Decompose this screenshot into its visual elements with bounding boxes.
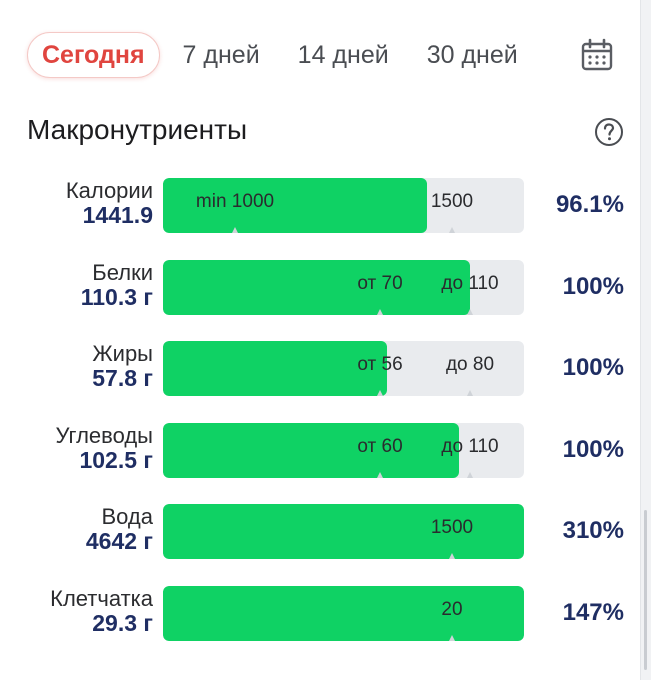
nutrient-row: Калории 1441.9 min 1000 1500 96.1% bbox=[0, 178, 641, 234]
help-circle-icon[interactable] bbox=[594, 117, 624, 147]
threshold-tick bbox=[232, 227, 238, 233]
threshold-label: до 110 bbox=[441, 435, 499, 457]
threshold-label: до 80 bbox=[445, 354, 495, 375]
tab-7-days[interactable]: 7 дней bbox=[182, 40, 260, 69]
nutrient-percent: 100% bbox=[562, 354, 624, 381]
threshold-label: от 60 bbox=[357, 435, 403, 457]
threshold-tick bbox=[377, 308, 383, 315]
threshold-tick bbox=[449, 227, 455, 233]
nutrient-row: Клетчатка 29.3 г 20 147% bbox=[0, 585, 641, 642]
nutrient-value: 4642 г bbox=[85, 528, 153, 554]
threshold-tick bbox=[449, 634, 455, 641]
threshold-tick bbox=[449, 553, 455, 559]
progress-bar: 1500 bbox=[163, 504, 524, 559]
threshold-label: 1500 bbox=[430, 517, 474, 538]
nutrient-label: Клетчатка bbox=[50, 585, 153, 611]
progress-bar: от 60 до 110 bbox=[163, 422, 524, 478]
nutrient-row: Белки 110.3 г от 70 до 110 100% bbox=[0, 259, 641, 316]
nutrient-label: Углеводы bbox=[55, 422, 153, 448]
threshold-label: 20 bbox=[441, 598, 463, 620]
threshold-tick bbox=[467, 390, 473, 396]
progress-bar: от 70 до 110 bbox=[163, 259, 524, 315]
nutrient-row: Углеводы 102.5 г от 60 до 110 100% bbox=[0, 422, 641, 479]
nutrient-label: Жиры bbox=[92, 341, 153, 366]
scroll-indicator bbox=[644, 510, 647, 670]
progress-bar: от 56 до 80 bbox=[163, 341, 524, 396]
progress-fill bbox=[163, 259, 470, 315]
progress-bar: 20 bbox=[163, 585, 524, 641]
progress-fill bbox=[163, 422, 459, 478]
progress-bar: min 1000 1500 bbox=[163, 178, 524, 233]
threshold-label: от 70 bbox=[357, 272, 403, 294]
threshold-tick bbox=[377, 471, 383, 478]
tab-today[interactable]: Сегодня bbox=[27, 32, 160, 78]
nutrient-value: 110.3 г bbox=[80, 283, 153, 310]
progress-fill bbox=[163, 178, 427, 233]
threshold-label: 1500 bbox=[430, 191, 474, 212]
section-title: Макронутриенты bbox=[27, 114, 248, 145]
nutrient-label: Вода bbox=[101, 504, 154, 529]
nutrient-percent: 310% bbox=[562, 517, 624, 544]
threshold-label: от 56 bbox=[357, 354, 403, 375]
tab-30-days[interactable]: 30 дней bbox=[426, 40, 518, 69]
progress-fill bbox=[163, 341, 387, 396]
nutrient-value: 102.5 г bbox=[79, 446, 153, 473]
progress-fill bbox=[163, 585, 524, 641]
nutrient-label: Белки bbox=[92, 259, 153, 285]
calendar-icon[interactable] bbox=[580, 38, 614, 72]
nutrient-value: 29.3 г bbox=[92, 609, 153, 636]
nutrient-row: Вода 4642 г 1500 310% bbox=[0, 504, 641, 560]
nutrient-percent: 100% bbox=[562, 435, 624, 463]
nutrient-value: 1441.9 bbox=[82, 202, 153, 228]
threshold-label: до 110 bbox=[441, 272, 499, 294]
nutrient-percent: 96.1% bbox=[555, 191, 624, 218]
threshold-tick bbox=[377, 390, 383, 396]
threshold-label: min 1000 bbox=[195, 191, 275, 212]
period-tabs: Сегодня 7 дней 14 дней 30 дней bbox=[27, 32, 620, 78]
nutrient-percent: 100% bbox=[562, 272, 624, 300]
nutrient-percent: 147% bbox=[562, 598, 624, 626]
threshold-tick bbox=[467, 308, 473, 315]
nutrient-value: 57.8 г bbox=[92, 365, 153, 391]
nutrient-label: Калории bbox=[65, 178, 153, 203]
nutrient-row: Жиры 57.8 г от 56 до 80 100% bbox=[0, 341, 641, 397]
tab-14-days[interactable]: 14 дней bbox=[297, 40, 389, 69]
progress-fill bbox=[163, 504, 524, 559]
threshold-tick bbox=[467, 471, 473, 478]
